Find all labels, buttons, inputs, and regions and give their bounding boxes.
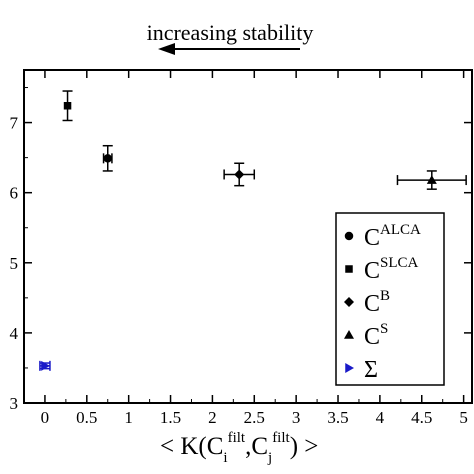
x-tick-label-9: 4.5 (411, 408, 432, 427)
x-tick-label-4: 2 (208, 408, 217, 427)
x-tick-label-3: 1.5 (160, 408, 181, 427)
legend-marker-1 (345, 265, 353, 273)
x-axis-title-j-sub: j (267, 450, 272, 466)
data-markers (41, 102, 437, 371)
legend-marker-4 (345, 363, 354, 373)
annotation-text: increasing stability (147, 20, 314, 45)
legend-label-2: CB (364, 288, 390, 317)
y-tick-label-3: 6 (10, 184, 19, 203)
legend-label-1: CSLCA (364, 255, 419, 284)
legend-box (335, 212, 445, 386)
data-point-3-0 (426, 175, 437, 184)
y-tick-label-1: 4 (10, 324, 19, 343)
y-tick-label-4: 7 (10, 114, 19, 133)
plot-frame (23, 69, 473, 404)
axis-ticks: 0 0.5 1 1.5 2 2.5 3 3.5 4 4.5 5 3 4 5 6 7 (10, 70, 472, 427)
data-point-1-0 (63, 102, 72, 110)
x-tick-label-2: 1 (124, 408, 133, 427)
data-point-4-0 (41, 360, 50, 371)
x-tick-label-7: 3.5 (327, 408, 348, 427)
legend-label-4: Σ (364, 357, 378, 383)
y-tick-label-0: 3 (10, 394, 19, 413)
x-tick-label-1: 0.5 (76, 408, 97, 427)
legend-label-0: CALCA (364, 222, 421, 251)
legend-marker-3 (344, 330, 354, 339)
legend-marker-0 (344, 231, 354, 241)
x-axis-title-text: < K(Cifilt,Cjfilt) > (160, 430, 318, 466)
data-point-0-0 (103, 154, 112, 163)
legend: CALCA CSLCA CB CS Σ (335, 212, 445, 386)
annotation: increasing stability (147, 20, 314, 55)
x-tick-label-0: 0 (41, 408, 50, 427)
x-axis-title-i-sub: i (223, 450, 227, 466)
x-axis-title-filt2: filt (272, 430, 290, 446)
annotation-arrow-head-icon (158, 43, 175, 55)
x-axis-title-filt1: filt (228, 430, 246, 446)
x-tick-label-10: 5 (459, 408, 468, 427)
x-axis-title: < K(Cifilt,Cjfilt) > (160, 430, 318, 466)
data-point-2-0 (234, 169, 245, 180)
x-tick-label-8: 4 (376, 408, 385, 427)
legend-label-3: CS (364, 321, 388, 350)
y-tick-label-2: 5 (10, 254, 19, 273)
x-axis-title-sep: ,C (245, 433, 268, 460)
x-axis-title-suffix: ) > (290, 433, 319, 460)
x-tick-label-6: 3 (292, 408, 301, 427)
x-axis-title-prefix: < K(C (160, 433, 223, 460)
legend-marker-2 (344, 297, 354, 307)
x-tick-label-5: 2.5 (244, 408, 265, 427)
